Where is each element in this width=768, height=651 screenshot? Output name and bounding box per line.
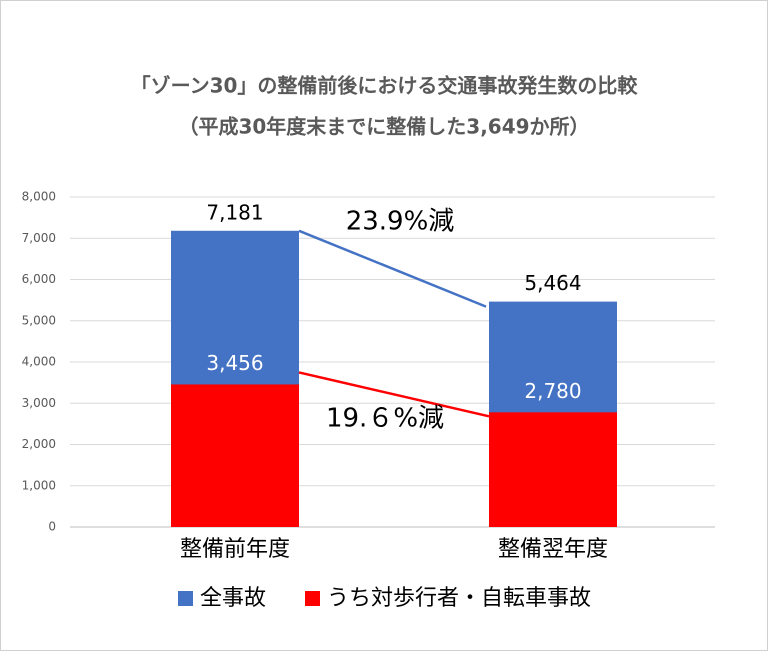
legend-label: うち対歩行者・自転車事故 <box>327 586 591 611</box>
x-tick-label: 整備前年度 <box>180 537 290 562</box>
chart-title: 「ゾーン30」の整備前後における交通事故発生数の比較 <box>131 74 639 98</box>
y-tick-label: 1,000 <box>22 478 56 492</box>
legend-swatch <box>178 591 193 606</box>
bar <box>171 384 299 527</box>
y-tick-label: 2,000 <box>22 437 56 451</box>
y-tick-label: 4,000 <box>22 355 56 369</box>
y-tick-label: 3,000 <box>22 396 56 410</box>
annotation: 23.9%減 <box>346 207 455 237</box>
data-label: 3,456 <box>206 351 263 375</box>
annotation: 19.６%減 <box>326 404 444 434</box>
y-tick-label: 8,000 <box>22 190 56 204</box>
legend-label: 全事故 <box>200 586 266 611</box>
y-tick-label: 7,000 <box>22 231 56 245</box>
connector <box>298 229 487 308</box>
connector <box>298 371 490 418</box>
y-tick-label: 5,000 <box>22 313 56 327</box>
bar <box>489 412 617 527</box>
chart-subtitle: （平成30年度末までに整備した3,649か所） <box>178 115 589 139</box>
data-label: 5,464 <box>524 271 581 295</box>
y-tick-label: 6,000 <box>22 272 56 286</box>
data-label: 2,780 <box>524 379 581 403</box>
legend-swatch <box>305 591 320 606</box>
y-tick-label: 0 <box>48 520 56 534</box>
x-tick-label: 整備翌年度 <box>498 537 608 562</box>
data-label: 7,181 <box>206 200 263 224</box>
